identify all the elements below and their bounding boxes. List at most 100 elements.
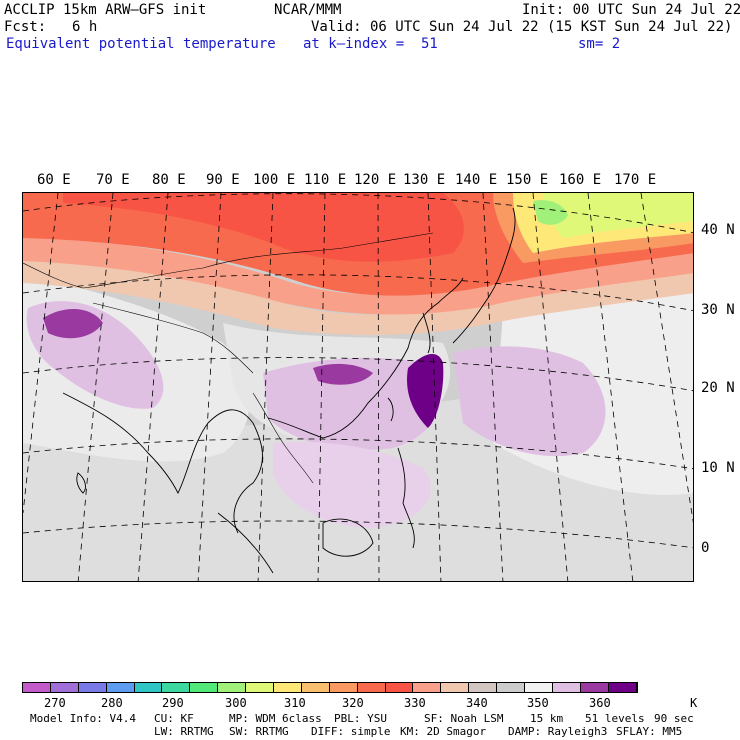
colorbar-swatch (497, 683, 526, 692)
meridian (640, 193, 693, 523)
parallel-30n (23, 274, 693, 312)
model-title: ACCLIP 15km ARW–GFS init (4, 2, 207, 18)
coastline-sri-lanka (76, 472, 86, 494)
coastline-philippines (397, 447, 415, 549)
borders (23, 232, 434, 484)
colorbar-label: 290 (162, 696, 184, 710)
border-india-north (92, 302, 254, 374)
lat-label: 10 N (701, 460, 735, 476)
grid-spacing: 15 km (530, 712, 564, 725)
lon-label: 160 E (559, 172, 602, 188)
field-lilac-south (273, 441, 431, 528)
colorbar-label: 360 (589, 696, 611, 710)
colorbar-label: 270 (44, 696, 66, 710)
colorbar-swatch (552, 683, 581, 692)
colorbar-swatch (329, 683, 358, 692)
colorbar-swatch (385, 683, 414, 692)
colorbar-swatch (274, 683, 302, 692)
longwave-scheme: LW: RRTMG (154, 725, 214, 738)
field-peach-band (23, 253, 693, 335)
coastline-china (267, 277, 464, 439)
colorbar-swatch (525, 683, 553, 692)
field-green-ne (533, 200, 568, 225)
colorbar-label: 280 (101, 696, 123, 710)
map-field (23, 193, 693, 581)
colorbar (22, 682, 638, 693)
lon-label: 80 E (152, 172, 186, 188)
border-china-north (82, 232, 434, 289)
lon-label: 130 E (403, 172, 446, 188)
colorbar-swatch (469, 683, 498, 692)
surface-layer-scheme: SFLAY: MM5 (616, 725, 683, 738)
parallel-0 (23, 520, 693, 549)
colorbar-swatch (608, 683, 637, 692)
colorbar-swatch (162, 683, 191, 692)
coastline-india (62, 392, 263, 534)
colorbar-label: 310 (284, 696, 306, 710)
field-lilac-china (263, 357, 440, 450)
org-label: NCAR/MMM (274, 2, 342, 18)
colorbar-swatch (580, 683, 609, 692)
lon-label: 120 E (354, 172, 397, 188)
colorbar-swatch (246, 683, 275, 692)
time-step: 90 sec (654, 712, 694, 725)
forecast-hour: 6 h (72, 19, 98, 35)
lon-label: 140 E (455, 172, 498, 188)
model-info: Model Info: V4.4 (30, 712, 136, 725)
coastline-borneo (322, 518, 374, 557)
colorbar-swatch (218, 683, 247, 692)
valid-time: Valid: 06 UTC Sun 24 Jul 22 (15 KST Sun … (311, 19, 733, 35)
colorbar-label: 350 (527, 696, 549, 710)
colorbar-swatch (190, 683, 219, 692)
colorbar-swatch (78, 683, 107, 692)
pbl-scheme: PBL: YSU (334, 712, 387, 725)
field-lightyellow-ne (543, 193, 693, 238)
lat-label: 30 N (701, 302, 735, 318)
field-purple-india (43, 308, 103, 339)
lat-label: 20 N (701, 380, 735, 396)
coastline-korea (422, 312, 431, 354)
lon-label: 70 E (96, 172, 130, 188)
shortwave-scheme: SW: RRTMG (229, 725, 289, 738)
meridian (23, 193, 59, 514)
colorbar-label: 340 (466, 696, 488, 710)
coastline-sumatra (217, 512, 274, 574)
km-option: KM: 2D Smagor (400, 725, 487, 738)
coastline-japan (452, 207, 516, 344)
colorbar-swatch (23, 683, 51, 692)
field-name: Equivalent potential temperature (6, 36, 276, 52)
lat-label: 40 N (701, 222, 735, 238)
colorbar-swatch (441, 683, 470, 692)
lon-label: 90 E (206, 172, 240, 188)
colorbar-swatch (357, 683, 386, 692)
colorbar-label: 320 (342, 696, 364, 710)
lon-label: 150 E (506, 172, 549, 188)
cumulus-scheme: CU: KF (154, 712, 194, 725)
lon-label: 170 E (614, 172, 657, 188)
level-index: at k–index = 51 (303, 36, 438, 52)
colorbar-unit: K (690, 696, 698, 710)
colorbar-swatch (301, 683, 330, 692)
vertical-levels: 51 levels (585, 712, 645, 725)
field-purple-china (313, 363, 373, 385)
lat-label: 0 (701, 540, 710, 556)
colorbar-label: 330 (404, 696, 426, 710)
coastline-taiwan (387, 397, 394, 422)
parallel-10n (23, 438, 693, 470)
lon-label: 100 E (253, 172, 296, 188)
microphysics-scheme: MP: WDM 6class (229, 712, 322, 725)
smoothing: sm= 2 (578, 36, 621, 52)
field-lilac-pacific (453, 346, 606, 457)
lon-label: 60 E (37, 172, 71, 188)
graticule (23, 193, 693, 581)
forecast-label: Fcst: (4, 19, 47, 35)
colorbar-swatch (413, 683, 442, 692)
parallel-40n (23, 193, 693, 234)
coastlines (62, 207, 516, 574)
damping-option: DAMP: Rayleigh3 (508, 725, 608, 738)
init-time: Init: 00 UTC Sun 24 Jul 22 (522, 2, 740, 18)
surface-scheme: SF: Noah LSM (424, 712, 504, 725)
field-salmon-band (23, 233, 693, 315)
colorbar-swatch (134, 683, 163, 692)
colorbar-swatch (50, 683, 79, 692)
